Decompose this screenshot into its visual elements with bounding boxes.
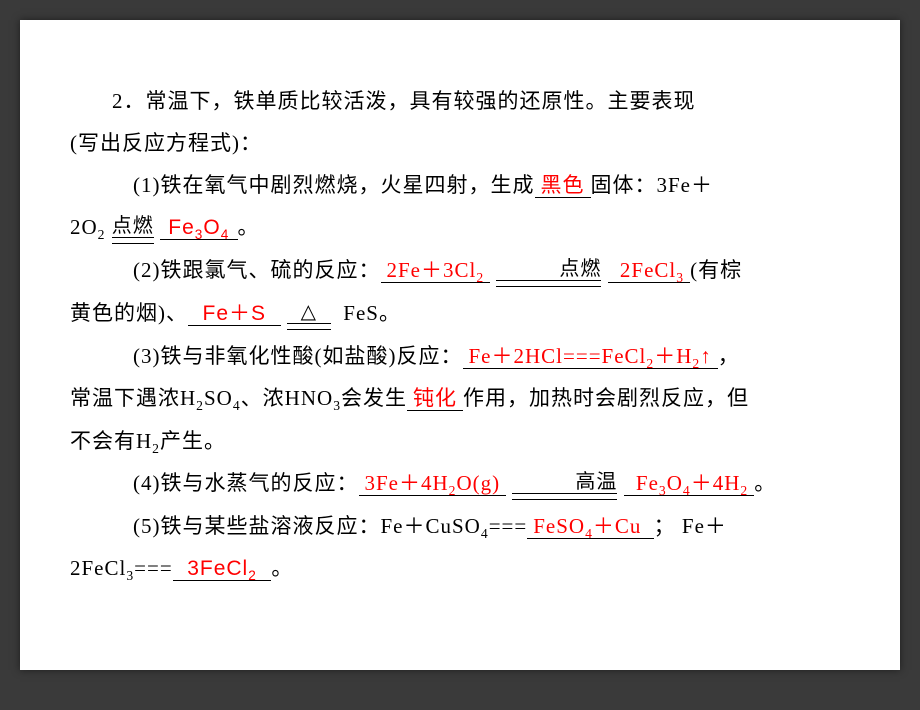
- q2-condition-ignite: 点燃: [496, 249, 601, 291]
- q5-answer-2: 3FeCl2: [187, 557, 257, 580]
- q3-l2a: 常温下遇浓H: [70, 386, 196, 410]
- q3-line-2: 常温下遇浓H2SO4、浓HNO3会发生钝化作用，加热时会剧烈反应，但: [70, 377, 850, 420]
- q2-eq2-left: Fe＋S: [203, 302, 267, 325]
- q4-eq-right: Fe3O4＋4H2: [624, 471, 755, 496]
- q3-comma: ，: [718, 344, 740, 368]
- q5-label: (5): [133, 514, 161, 538]
- q2-eq2-right: FeS。: [343, 301, 401, 325]
- q1-pre: 铁在氧气中剧烈燃烧，火星四射，生成: [161, 173, 535, 197]
- q2-label: (2): [133, 258, 161, 282]
- q1-product: Fe3O4: [168, 216, 229, 239]
- q5-l2-pre: 2FeCl: [70, 556, 126, 580]
- q3-label: (3): [133, 344, 161, 368]
- item-number: 2．: [112, 89, 146, 113]
- q1-reactant: 2O: [70, 215, 98, 239]
- q1-label: (1): [133, 173, 161, 197]
- q2-eq2-left-blank: Fe＋S: [188, 301, 281, 326]
- q4-eq-left: 3Fe＋4H2O(g): [359, 471, 507, 496]
- triangle-icon: △: [301, 301, 317, 323]
- q5-line-1: (5)铁与某些盐溶液反应：Fe＋CuSO4===FeSO4＋Cu ； Fe＋: [70, 505, 850, 548]
- q4-label: (4): [133, 471, 161, 495]
- q5-answer-1: FeSO4＋Cu: [527, 514, 653, 539]
- q2-line-1: (2)铁跟氯气、硫的反应：2Fe＋3Cl2 点燃 2FeCl3(有棕: [70, 249, 850, 292]
- q1-sub: 2: [98, 227, 106, 242]
- q1-product-blank: Fe3O4: [160, 215, 238, 240]
- q3-l3: 不会有H: [70, 429, 152, 453]
- q3-answer-passivation: 钝化: [407, 386, 463, 411]
- q3-answer-eq: Fe＋2HCl===FeCl2＋H2↑: [463, 344, 718, 369]
- q4-pre: 铁与水蒸气的反应：: [161, 471, 359, 495]
- intro-text-1: 常温下，铁单质比较活泼，具有较强的还原性。主要表现: [146, 89, 696, 113]
- q5-pre: 铁与某些盐溶液反应：Fe＋CuSO: [161, 514, 481, 538]
- document-page: 2．常温下，铁单质比较活泼，具有较强的还原性。主要表现 (写出反应方程式)： (…: [20, 20, 900, 670]
- intro-line-2: (写出反应方程式)：: [70, 122, 850, 164]
- q2-line-2: 黄色的烟)、 Fe＋S △ FeS。: [70, 292, 850, 335]
- q4-condition-hightemp: 高温: [512, 462, 617, 504]
- q1-post1: 固体：3Fe＋: [591, 173, 714, 197]
- q1-line-1: (1)铁在氧气中剧烈燃烧，火星四射，生成黑色固体：3Fe＋: [70, 164, 850, 206]
- q2-line2-pre: 黄色的烟)、: [70, 301, 188, 325]
- q1-condition-ignite: 点燃: [112, 206, 154, 248]
- q2-condition-heat: △: [287, 292, 331, 334]
- q2-pre: 铁跟氯气、硫的反应：: [161, 258, 381, 282]
- q5-line-2: 2FeCl3=== 3FeCl2 。: [70, 547, 850, 590]
- q5-answer-2-blank: 3FeCl2: [173, 556, 272, 581]
- q1-line-2: 2O2 点燃 Fe3O4 。: [70, 206, 850, 249]
- q3-line-3: 不会有H2产生。: [70, 420, 850, 463]
- q1-tail: 。: [238, 215, 260, 239]
- q3-pre: 铁与非氧化性酸(如盐酸)反应：: [161, 344, 463, 368]
- q1-answer-color: 黑色: [535, 173, 591, 198]
- q2-eq1-right: 2FeCl3: [608, 258, 690, 283]
- q2-post1: (有棕: [690, 258, 742, 282]
- q4-line-1: (4)铁与水蒸气的反应：3Fe＋4H2O(g) 高温 Fe3O4＋4H2。: [70, 462, 850, 505]
- q2-eq1-left: 2Fe＋3Cl2: [381, 258, 491, 283]
- intro-line-1: 2．常温下，铁单质比较活泼，具有较强的还原性。主要表现: [70, 80, 850, 122]
- q4-tail: 。: [754, 471, 776, 495]
- q3-line-1: (3)铁与非氧化性酸(如盐酸)反应：Fe＋2HCl===FeCl2＋H2↑，: [70, 335, 850, 378]
